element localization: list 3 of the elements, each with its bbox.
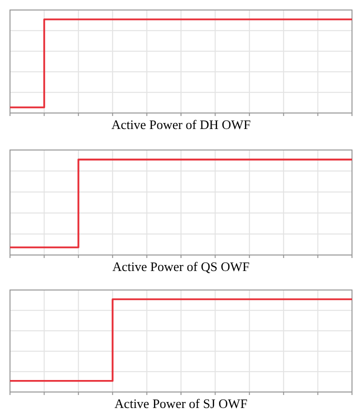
text: Active Power of DH OWF [111,117,251,132]
text: Active Power of QS OWF [112,259,250,274]
text: Active Power of SJ OWF [114,396,248,411]
